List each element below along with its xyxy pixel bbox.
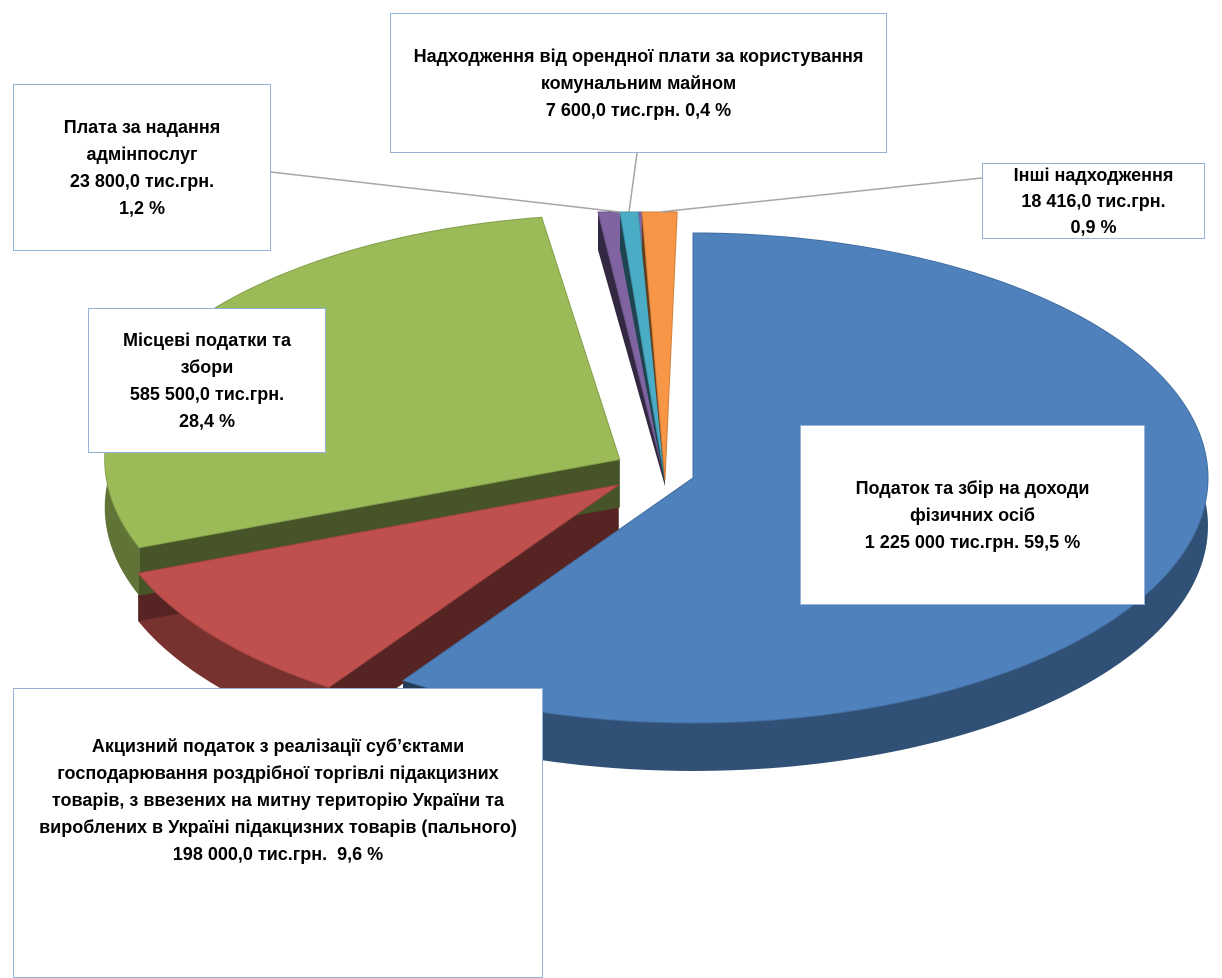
label-box: Інші надходження 18 416,0 тис.грн. 0,9 % [982,163,1205,239]
category-label: Акцизний податок з реалізації суб’єктами… [39,736,517,837]
label-box: Плата за надання адмінпослуг 23 800,0 тис… [13,84,271,251]
leader-line [270,171,620,213]
label-box: Податок та збір на доходи фізичних осіб 1… [800,425,1145,605]
label-box: Місцеві податки та збори 585 500,0 тис.гр… [88,308,326,453]
percent-label: 1,2 % [118,197,166,218]
percent-label: 28,4 % [178,410,236,431]
slice-wall [328,484,619,736]
percent-label: 0,4 % [685,99,732,120]
category-label: Надходження від орендної плати за корист… [413,45,864,93]
label-box: Надходження від орендної плати за корист… [390,13,887,153]
percent-label: 59,5 % [1024,531,1081,552]
value-label: 23 800,0 тис.грн. [69,170,215,191]
label-box: Акцизний податок з реалізації суб’єктами… [13,688,543,978]
value-label: 7 600,0 тис.грн. [545,99,681,120]
slice [137,484,619,688]
category-label: Податок та збір на доходи фізичних осіб [855,477,1090,525]
value-label: 198 000,0 тис.грн. [172,844,328,864]
category-label: Інші надходження [1013,165,1174,185]
percent-label: 9,6 % [337,844,384,864]
category-label: Місцеві податки та збори [123,329,291,377]
leader-line [659,177,983,213]
category-label: Плата за надання адмінпослуг [63,116,221,164]
leader-line [628,152,638,213]
value-label: 585 500,0 тис.грн. [129,383,285,404]
value-label: 1 225 000 тис.грн. [864,531,1020,552]
percent-label: 0,9 % [1070,217,1117,237]
value-label: 18 416,0 тис.грн. [1021,191,1166,211]
